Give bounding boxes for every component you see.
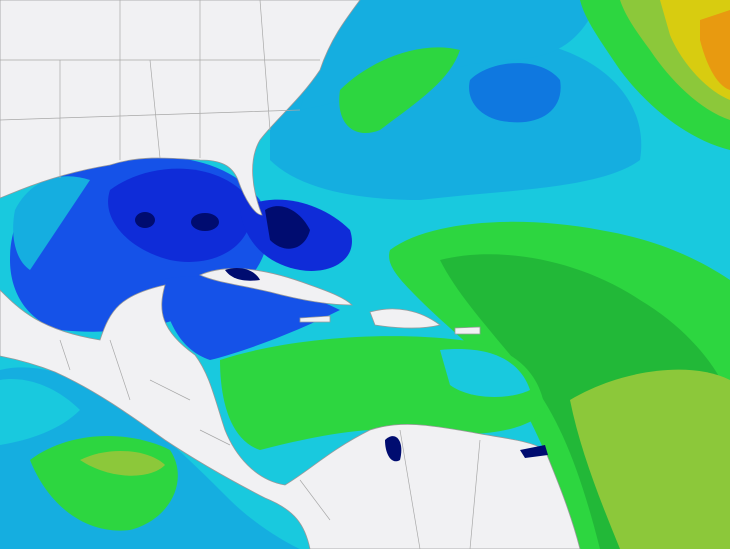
wave-zone-orange: [700, 10, 730, 90]
land-jamaica: [299, 315, 331, 323]
wave-zone-deep-blue: [108, 168, 252, 262]
wave-zone-yellow-green: [80, 450, 165, 476]
wave-zone-navy: [225, 268, 260, 281]
land-puerto-rico: [454, 326, 481, 335]
state-borders: [0, 0, 320, 178]
wave-zone-navy: [191, 213, 219, 231]
wave-zone-light-blue: [13, 176, 90, 270]
land-usa: [0, 0, 361, 216]
wave-zone-yellow-green: [570, 369, 730, 549]
wave-zone-green: [339, 47, 460, 134]
wave-zone-navy: [265, 206, 310, 249]
country-borders: [59, 339, 481, 549]
ocean: [440, 349, 530, 397]
wave-zone-blue: [469, 63, 561, 123]
wave-zone-navy: [135, 212, 155, 228]
ocean: [0, 379, 80, 445]
land-central-south-america: [0, 284, 581, 549]
wave-zone-navy: [520, 445, 548, 458]
land-hispaniola: [369, 308, 441, 329]
lake-maracaibo: [385, 436, 402, 462]
